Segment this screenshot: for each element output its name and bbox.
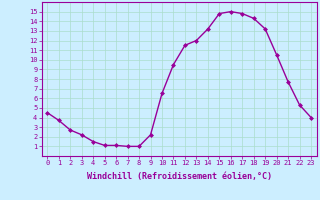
X-axis label: Windchill (Refroidissement éolien,°C): Windchill (Refroidissement éolien,°C) bbox=[87, 172, 272, 181]
